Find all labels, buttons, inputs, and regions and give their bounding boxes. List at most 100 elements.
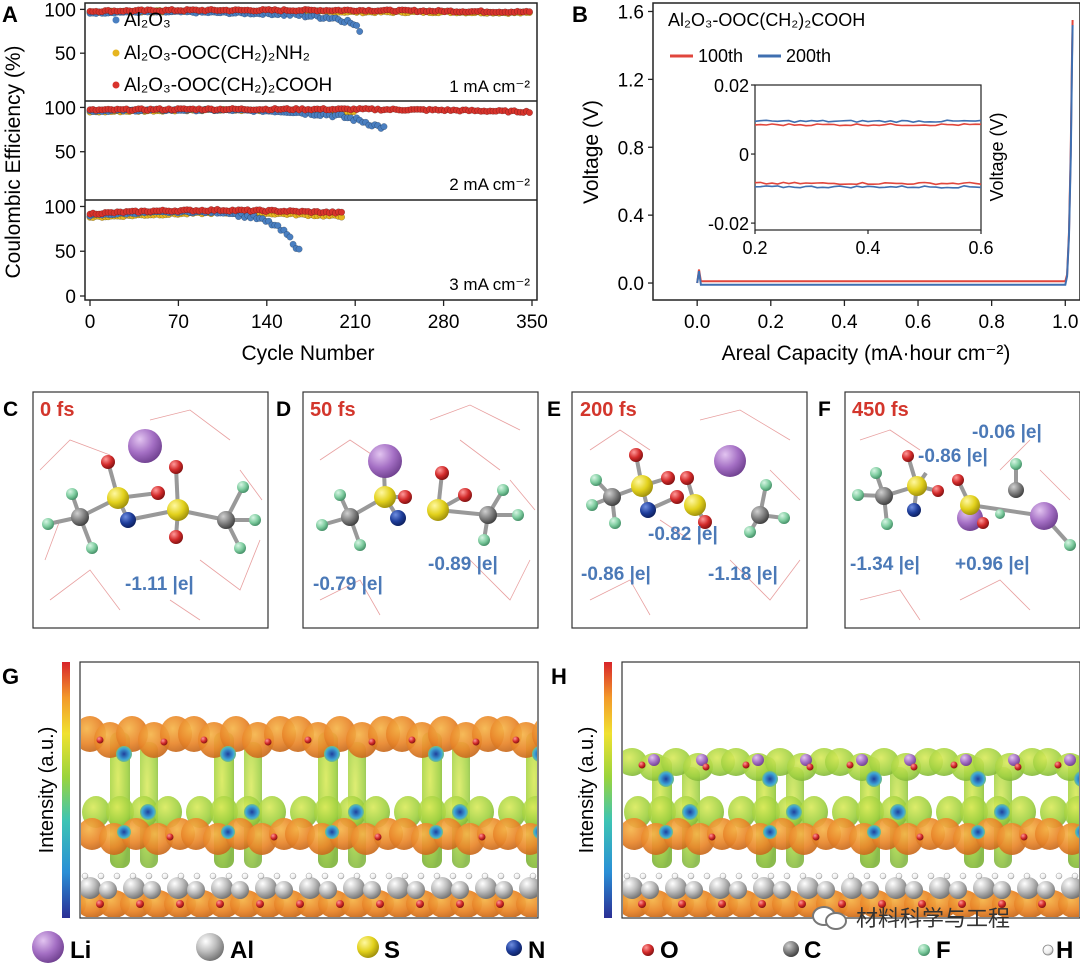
atom-legend-label: S — [384, 937, 400, 964]
ytick-label: 100 — [44, 98, 76, 119]
inset-frame — [754, 84, 982, 231]
legend-marker — [112, 49, 120, 57]
h-atom — [639, 872, 647, 880]
al-atom — [973, 877, 995, 899]
al-atom — [343, 877, 365, 899]
h-atom — [449, 872, 457, 880]
o-atom — [878, 900, 886, 908]
panel-h: H Intensity (a.u.) — [551, 661, 1080, 919]
watermark: 材料科学与工程 — [812, 900, 1010, 934]
h-atom — [1055, 872, 1063, 880]
xtick-label: 140 — [251, 312, 283, 333]
o-atom — [1014, 763, 1022, 771]
al-atom — [519, 877, 537, 899]
h-atom — [273, 872, 281, 880]
o-atom — [376, 900, 384, 908]
ytick-label: 50 — [55, 242, 76, 263]
molecule — [42, 429, 261, 554]
inset-ytick-label: -0.02 — [708, 214, 749, 234]
rate-label: 2 mA cm⁻² — [449, 175, 530, 194]
atom-legend-label: Al — [230, 937, 254, 964]
o-atom — [916, 833, 924, 841]
data-point — [526, 8, 533, 16]
density-blob — [537, 818, 567, 850]
al-atom — [1061, 877, 1079, 899]
density-blob — [522, 796, 537, 828]
atom-legend-label: Li — [70, 937, 91, 964]
al-atom — [451, 881, 469, 899]
density-core — [429, 825, 443, 839]
density-blob — [510, 722, 537, 758]
o-atom — [200, 736, 208, 744]
h-atom — [321, 872, 329, 880]
al-atom — [949, 881, 967, 899]
o-atom — [1020, 833, 1028, 841]
panel-e: E 200 fs -0.82 |e| -0.86 |e| -1.18 |e| — [547, 391, 808, 629]
inset-curve — [754, 122, 982, 127]
density-blob — [648, 796, 676, 828]
h-atom — [369, 872, 377, 880]
legend-marker — [112, 81, 120, 89]
al-atom — [665, 877, 687, 899]
panel-b: B Voltage (V) Areal Capacity (mA·hour cm… — [572, 2, 1080, 365]
h-atom — [623, 872, 631, 880]
al-atom — [363, 881, 381, 899]
al-atom — [797, 877, 819, 899]
h-atom — [1071, 872, 1079, 880]
li-atom — [648, 754, 660, 766]
panel-a-xticks: 0 70 140 210 280 350 — [85, 300, 548, 333]
panel-b-ylabel: Voltage (V) — [580, 100, 603, 204]
h-atom — [257, 872, 265, 880]
h-atom — [655, 872, 663, 880]
o-atom — [496, 900, 504, 908]
data-point — [286, 233, 294, 241]
density-blob — [1057, 823, 1079, 855]
panel-label-g: G — [2, 664, 19, 689]
o-atom — [166, 833, 174, 841]
charge-label: -0.86 |e| — [581, 564, 651, 585]
panel-label-c: C — [3, 398, 18, 421]
o-atom — [846, 761, 854, 769]
al-atom — [143, 881, 161, 899]
al-atom — [861, 881, 879, 899]
al-atom — [841, 877, 863, 899]
inset-curve — [754, 184, 982, 189]
li-atom — [800, 754, 812, 766]
o-atom — [702, 763, 710, 771]
watermark-text: 材料科学与工程 — [856, 907, 1011, 932]
xtick-label: 0.6 — [905, 312, 931, 333]
o-atom — [918, 900, 926, 908]
al-atom — [773, 881, 791, 899]
li-atom — [1008, 754, 1020, 766]
o-atom — [96, 736, 104, 744]
density-pillar — [556, 742, 574, 868]
atom-legend-label: O — [660, 937, 679, 964]
wireframe-background — [859, 429, 1071, 621]
o-atom — [456, 900, 464, 908]
panel-f: F 450 fs -0.06 |e| -0.86 |e| -1.34 |e| + — [818, 391, 1080, 629]
density-lattice — [81, 716, 574, 917]
colorbar — [604, 662, 612, 918]
xtick-label: 1.0 — [1052, 312, 1078, 333]
atom-legend-label: N — [528, 937, 545, 964]
h-atom — [529, 872, 537, 880]
o-atom — [806, 763, 814, 771]
li-atom — [856, 754, 868, 766]
density-blob — [752, 796, 780, 828]
o-atom — [176, 900, 184, 908]
o-atom — [416, 900, 424, 908]
h-atom — [1023, 872, 1031, 880]
density-core — [971, 825, 985, 839]
o-atom — [336, 900, 344, 908]
h-atom — [863, 872, 871, 880]
al-atom — [729, 881, 747, 899]
charge-label: -0.89 |e| — [428, 554, 498, 575]
density-core — [348, 804, 364, 820]
ytick-label: 0.0 — [618, 274, 644, 295]
charge-label: -1.18 |e| — [708, 564, 778, 585]
density-core — [682, 804, 698, 820]
h-atom — [129, 872, 137, 880]
inset-curve — [754, 181, 982, 186]
inset-ytick-label: 0 — [739, 145, 749, 165]
